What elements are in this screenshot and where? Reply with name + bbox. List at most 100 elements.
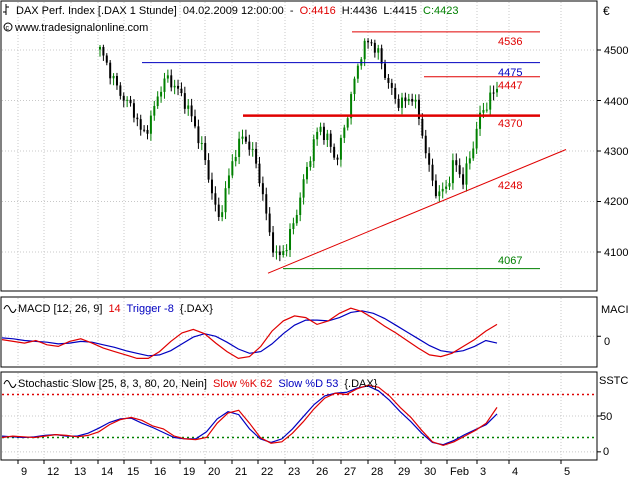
stoch-symbol: {.DAX} [344,378,377,390]
candle-body [115,75,118,86]
source-label: www.tradesignalonline.com [14,22,148,34]
candle-body [350,94,353,119]
level-label-4067: 4067 [498,255,522,267]
candle-body [434,180,437,197]
header-dash: - [290,5,294,17]
x-tick-label: 23 [288,466,300,478]
candle-body [170,75,173,88]
candle-body [309,161,312,167]
x-tick-label: 5 [564,466,570,478]
candle-body [414,99,417,102]
candle-body [482,110,485,113]
candle-body [468,158,471,164]
candle-body [204,142,207,161]
x-tick-label: 15 [127,466,139,478]
candle-body [472,148,475,159]
stoch-label: Stochastic Slow [25, 8, 3, 80, 20, Nein] [18,378,207,390]
header-low: L:4415 [383,5,417,17]
candle-body [126,99,129,101]
candle-body [258,163,261,184]
x-tick-label: 29 [398,466,410,478]
svg-text:MACD [12, 26, 9] 14 Tr: MACD [12, 26, 9] 14 Trigger -8 {.DAX} [18,303,213,315]
candle-body [200,142,203,144]
x-tick-label: 27 [344,466,356,478]
candle-body [187,105,190,109]
candle-body [231,161,234,176]
candle-body [109,62,112,79]
x-tick-label: 20 [208,466,220,478]
header-high: H:4436 [342,5,377,17]
candle-body [367,40,370,43]
candle-body [312,139,315,162]
stoch-d-line [1,385,498,446]
macd-line [1,307,498,360]
candle-body [278,251,281,256]
candle-body [129,99,132,104]
candle-body [197,126,200,144]
level-label-4447: 4447 [498,80,522,92]
level-label-4248: 4248 [498,180,522,192]
support-trendline [267,149,567,274]
candle-body [387,77,390,83]
candle-body [244,136,247,142]
macd-right-label: MACI [601,304,629,316]
candle-body [99,46,101,50]
candle-body [353,78,356,95]
candle-body [194,116,197,127]
x-tick-label: 13 [74,466,86,478]
header-icon [3,4,9,15]
macd-icon [3,305,17,313]
macd-label: MACD [12, 26, 9] [18,303,102,315]
candle-body [251,148,254,150]
candle-body [210,179,213,194]
candle-body [295,215,298,224]
candle-body [173,85,176,88]
candle-body [373,42,376,53]
candle-body [153,106,156,116]
header-title: DAX Perf. Index [.DAX 1 Stunde] [16,5,177,17]
candle-body [438,191,441,197]
stoch-icon [3,380,17,388]
candles-layer [99,38,498,262]
candle-body [394,87,397,99]
stoch-d-label: Slow %D 53 [278,378,338,390]
svg-text:DAX Perf. Index [.DAX 1 Stund: DAX Perf. Index [.DAX 1 Stunde] 04.02.20… [16,5,459,17]
candle-body [190,105,193,117]
candle-body [441,188,444,192]
candle-body [102,46,105,56]
macd-layer [1,307,601,360]
x-tick-label: 28 [371,466,383,478]
macd-panel-frame [0,296,598,368]
candle-body [139,119,142,130]
candle-body [492,92,495,94]
candle-body [112,75,115,79]
candle-body [465,163,468,185]
macd-trigger: Trigger -8 [127,303,174,315]
candle-body [292,223,295,229]
candle-body [248,141,251,150]
candle-body [380,48,383,64]
candle-body [326,133,329,141]
candle-body [496,88,498,93]
candle-body [417,99,420,119]
candle-body [404,97,407,102]
candle-body [407,98,410,102]
candle-body [346,118,349,128]
x-tick-label: 26 [316,466,328,478]
candle-body [458,165,461,175]
candle-body [163,78,166,92]
candle-body [217,204,220,218]
candle-body [384,63,387,78]
candle-body [322,126,325,141]
candle-body [180,88,183,94]
candle-body [227,175,230,189]
macd-trigger-line [1,310,498,357]
candle-body [289,228,292,250]
candle-body [149,115,152,134]
x-tick-label: 3 [480,466,486,478]
candle-body [451,160,454,184]
candle-body [156,96,159,107]
candle-body [234,156,237,162]
